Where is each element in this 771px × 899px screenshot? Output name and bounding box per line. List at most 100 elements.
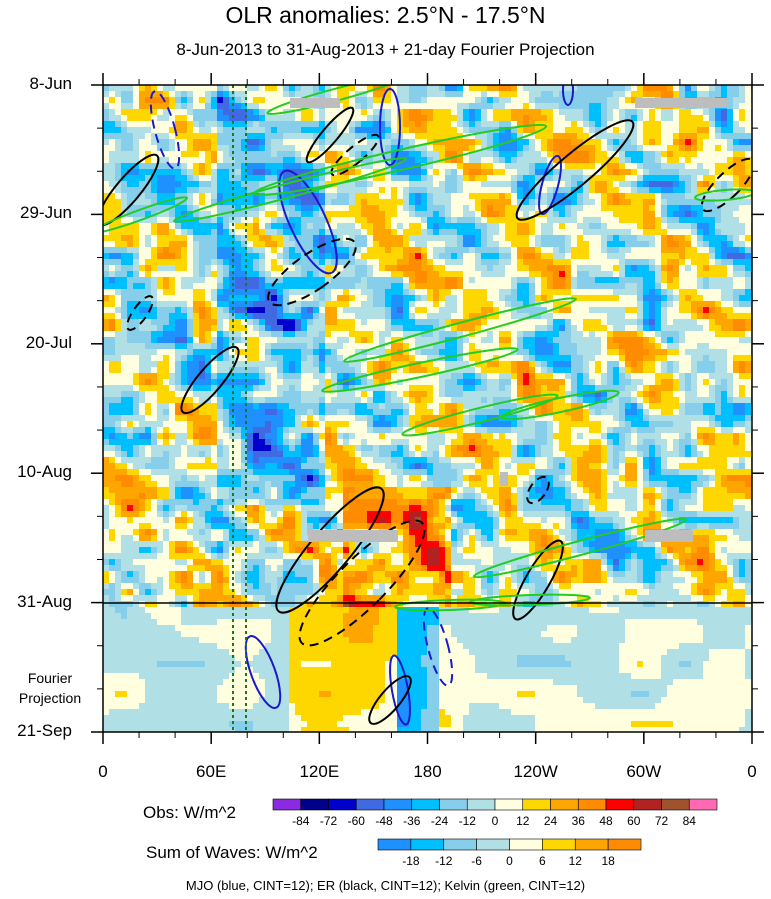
heatmap-cell	[253, 223, 260, 230]
heatmap-cell	[217, 265, 224, 272]
heatmap-cell	[223, 127, 230, 134]
heatmap-cell	[463, 85, 470, 92]
heatmap-cell	[613, 127, 620, 134]
heatmap-cell	[133, 355, 140, 362]
heatmap-cell	[103, 127, 110, 134]
heatmap-cell	[463, 175, 470, 182]
heatmap-cell	[481, 295, 488, 302]
heatmap-cell	[259, 145, 266, 152]
heatmap-cell	[505, 217, 512, 224]
heatmap-cell	[577, 151, 584, 158]
heatmap-cell	[535, 331, 542, 338]
heatmap-cell	[361, 181, 368, 188]
heatmap-cell	[163, 271, 170, 278]
heatmap-cell	[643, 151, 650, 158]
heatmap-cell	[115, 109, 122, 116]
heatmap-cell	[391, 241, 398, 248]
heatmap-cell	[277, 169, 284, 176]
heatmap-cell	[517, 271, 524, 278]
heatmap-cell	[697, 343, 704, 350]
heatmap-cell	[553, 253, 560, 260]
heatmap-cell	[385, 235, 392, 242]
heatmap-cell	[673, 259, 680, 266]
heatmap-cell	[637, 91, 644, 98]
heatmap-cell	[253, 97, 260, 104]
heatmap-cell	[403, 337, 410, 344]
heatmap-cell	[355, 289, 362, 296]
heatmap-cell	[553, 313, 560, 320]
heatmap-cell	[529, 199, 536, 206]
heatmap-cell	[487, 241, 494, 248]
heatmap-cell	[457, 349, 464, 356]
heatmap-cell	[703, 271, 710, 278]
heatmap-cell	[187, 277, 194, 284]
heatmap-cell	[553, 199, 560, 206]
heatmap-cell	[229, 85, 236, 92]
heatmap-cell	[289, 85, 296, 92]
heatmap-cell	[235, 199, 242, 206]
heatmap-cell	[499, 133, 506, 140]
heatmap-cell	[265, 301, 272, 308]
heatmap-cell	[733, 181, 740, 188]
heatmap-cell	[529, 331, 536, 338]
heatmap-cell	[583, 301, 590, 308]
heatmap-cell	[505, 115, 512, 122]
heatmap-cell	[409, 289, 416, 296]
heatmap-cell	[559, 205, 566, 212]
heatmap-cell	[205, 259, 212, 266]
heatmap-cell	[439, 343, 446, 350]
heatmap-cell	[163, 121, 170, 128]
heatmap-cell	[673, 301, 680, 308]
heatmap-cell	[367, 133, 374, 140]
heatmap-cell	[355, 151, 362, 158]
heatmap-cell	[403, 277, 410, 284]
heatmap-cell	[577, 355, 584, 362]
heatmap-cell	[373, 313, 380, 320]
heatmap-cell	[325, 205, 332, 212]
heatmap-cell	[271, 91, 278, 98]
heatmap-cell	[523, 343, 530, 350]
heatmap-cell	[139, 85, 146, 92]
heatmap-cell	[535, 103, 542, 110]
heatmap-cell	[319, 109, 326, 116]
heatmap-cell	[499, 109, 506, 116]
heatmap-cell	[415, 325, 422, 332]
heatmap-cell	[727, 277, 734, 284]
heatmap-cell	[409, 259, 416, 266]
heatmap-cell	[115, 313, 122, 320]
heatmap-cell	[553, 325, 560, 332]
heatmap-cell	[343, 349, 350, 356]
heatmap-cell	[547, 151, 554, 158]
heatmap-cell	[541, 205, 548, 212]
heatmap-cell	[625, 163, 632, 170]
heatmap-cell	[619, 97, 626, 104]
heatmap-cell	[619, 271, 626, 278]
heatmap-cell	[253, 175, 260, 182]
heatmap-cell	[253, 127, 260, 134]
heatmap-cell	[697, 337, 704, 344]
heatmap-cell	[205, 169, 212, 176]
heatmap-cell	[601, 217, 608, 224]
heatmap-cell	[685, 301, 692, 308]
heatmap-cell	[121, 355, 128, 362]
heatmap-cell	[511, 325, 518, 332]
heatmap-cell	[607, 265, 614, 272]
heatmap-cell	[319, 121, 326, 128]
heatmap-cell	[691, 193, 698, 200]
heatmap-cell	[391, 139, 398, 146]
heatmap-cell	[217, 127, 224, 134]
heatmap-cell	[235, 91, 242, 98]
heatmap-cell	[721, 223, 728, 230]
heatmap-cell	[223, 163, 230, 170]
heatmap-cell	[607, 289, 614, 296]
heatmap-cell	[253, 139, 260, 146]
heatmap-cell	[451, 139, 458, 146]
heatmap-cell	[307, 343, 314, 350]
heatmap-cell	[523, 157, 530, 164]
heatmap-cell	[655, 115, 662, 122]
heatmap-cell	[259, 277, 266, 284]
heatmap-cell	[625, 277, 632, 284]
heatmap-cell	[685, 187, 692, 194]
heatmap-cell	[637, 307, 644, 314]
heatmap-cell	[451, 163, 458, 170]
